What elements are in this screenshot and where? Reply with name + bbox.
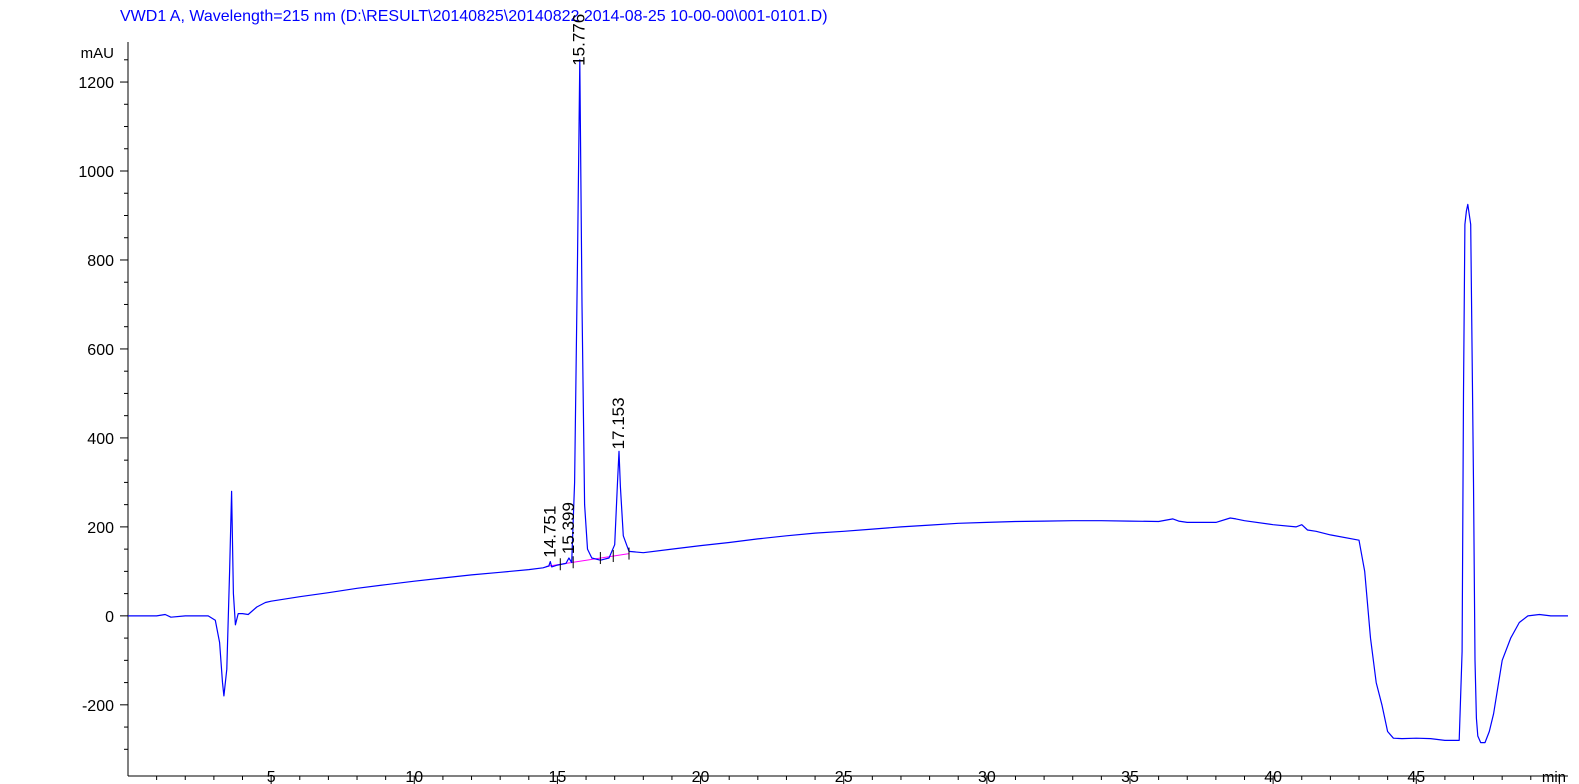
chart-title: VWD1 A, Wavelength=215 nm (D:\RESULT\201… (120, 8, 828, 25)
x-axis-label: min (1542, 769, 1566, 784)
x-tick-label: 10 (405, 769, 423, 784)
x-tick-label: 5 (267, 769, 276, 784)
y-tick-label: 0 (105, 609, 114, 626)
x-tick-label: 25 (835, 769, 853, 784)
x-tick-label: 40 (1264, 769, 1282, 784)
y-tick-label: 200 (87, 520, 114, 537)
ticks-group: -200 0 200 400 600 800 1000 1200 mAU 5 10 15 20 25 30 3… (78, 45, 1566, 784)
plot-group (128, 59, 1568, 744)
y-axis-label: mAU (81, 45, 114, 62)
x-tick-label: 15 (549, 769, 567, 784)
signal-trace (128, 59, 1568, 744)
peak-label: 15.399 (559, 502, 578, 554)
x-tick-label: 30 (978, 769, 996, 784)
y-tick-label: 1200 (78, 75, 114, 92)
y-tick-label: 600 (87, 342, 114, 359)
axes-group (127, 42, 1568, 777)
peak-label: 15.776 (570, 14, 589, 66)
x-tick-label: 20 (692, 769, 710, 784)
peak-label: 14.751 (540, 506, 559, 558)
peaks-group: 14.751 15.399 15.776 17.153 (540, 14, 630, 571)
y-tick-label: 800 (87, 253, 114, 270)
x-tick-label: 35 (1121, 769, 1139, 784)
peak-label: 17.153 (609, 397, 628, 449)
x-tick-label: 45 (1407, 769, 1425, 784)
y-tick-label: -200 (82, 698, 114, 715)
y-tick-label: 1000 (78, 164, 114, 181)
y-tick-label: 400 (87, 431, 114, 448)
